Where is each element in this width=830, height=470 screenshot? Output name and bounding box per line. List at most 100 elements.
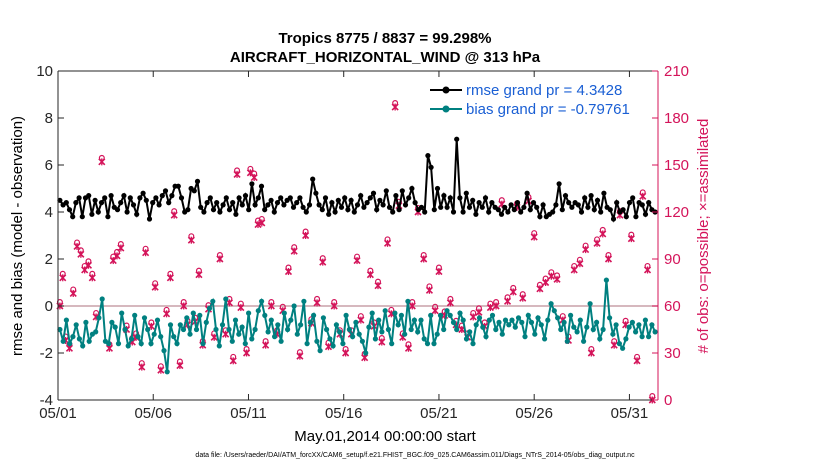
rmse-point: [454, 136, 460, 142]
bias-point: [620, 345, 626, 351]
rmse-point: [466, 204, 473, 210]
bias-point: [203, 319, 209, 325]
bias-point: [525, 312, 531, 318]
bias-point: [272, 334, 278, 340]
rmse-point: [124, 209, 130, 215]
obs-assimilated-marker: [469, 313, 477, 321]
rmse-point: [598, 209, 604, 215]
rmse-point: [508, 202, 514, 208]
rmse-point: [345, 207, 351, 213]
y-left-tick-label: -4: [40, 392, 53, 409]
obs-assimilated-marker: [166, 274, 174, 282]
rmse-point: [498, 211, 505, 217]
bias-point: [291, 303, 297, 309]
obs-assimilated-marker: [570, 266, 578, 274]
obs-assimilated-marker: [576, 260, 584, 268]
obs-assimilated-marker: [88, 274, 96, 282]
bias-point: [128, 336, 135, 342]
bias-point: [356, 331, 362, 337]
rmse-point: [639, 202, 645, 208]
obs-assimilated-marker: [243, 349, 251, 357]
bias-point: [607, 315, 613, 321]
rmse-point: [252, 202, 258, 208]
bias-point: [392, 310, 398, 316]
rmse-point: [406, 195, 412, 201]
rmse-point: [518, 209, 524, 215]
bias-point: [109, 319, 115, 325]
bias-point: [106, 341, 112, 347]
bias-point: [594, 319, 600, 325]
rmse-point: [175, 183, 181, 189]
obs-assimilated-marker: [492, 302, 500, 310]
bias-point: [483, 334, 489, 340]
rmse-point: [370, 190, 377, 196]
rmse-point: [89, 211, 95, 217]
rmse-point: [233, 211, 239, 217]
obs-assimilated-marker: [582, 246, 590, 254]
bias-point: [112, 324, 118, 330]
rmse-point: [191, 188, 197, 194]
x-tick-label: 05/26: [515, 405, 553, 422]
bias-point: [642, 317, 649, 323]
obs-assimilated-marker: [353, 257, 361, 265]
rmse-point: [623, 214, 629, 220]
bias-point: [57, 326, 63, 333]
bias-point: [535, 315, 541, 321]
x-axis-label: May.01,2014 00:00:00 start: [294, 428, 476, 445]
rmse-point: [473, 211, 479, 217]
rmse-point: [358, 193, 364, 199]
bias-point: [626, 324, 632, 330]
bias-point: [246, 310, 252, 316]
bias-point: [311, 312, 317, 318]
y-right-tick-label: 120: [664, 204, 689, 221]
bias-point: [385, 326, 391, 333]
bias-point: [389, 341, 395, 347]
rmse-point: [444, 204, 450, 210]
bias-point: [167, 322, 174, 328]
rmse-point: [476, 200, 482, 206]
obs-assimilated-marker: [366, 271, 374, 279]
bias-point: [359, 338, 365, 344]
rmse-point: [412, 200, 418, 206]
obs-assimilated-marker: [302, 231, 310, 240]
bias-point: [242, 341, 248, 347]
bias-point: [180, 326, 187, 333]
plot-area: [58, 71, 658, 400]
rmse-point: [486, 209, 492, 215]
rmse-point: [431, 207, 437, 213]
bias-point: [327, 336, 333, 342]
obs-assimilated-marker: [157, 366, 165, 374]
legend: rmse grand pr = 4.3428 bias grand pr = -…: [426, 78, 652, 122]
obs-assimilated-marker: [420, 255, 428, 263]
rmse-point: [630, 195, 636, 201]
bias-point: [616, 341, 623, 347]
rmse-point: [418, 204, 425, 210]
obs-assimilated-marker: [383, 239, 392, 247]
bias-point: [343, 312, 349, 318]
bias-point: [379, 329, 385, 335]
rmse-point: [214, 200, 220, 206]
bias-point: [415, 329, 421, 335]
rmse-point: [246, 207, 252, 213]
rmse-point: [150, 200, 156, 206]
obs-assimilated-marker: [475, 308, 483, 316]
rmse-point: [524, 190, 530, 196]
obs-assimilated-marker: [542, 278, 550, 287]
bias-point: [307, 319, 313, 325]
rmse-point: [364, 200, 370, 206]
obs-assimilated-marker: [503, 297, 512, 305]
y-right-tick-label: 210: [664, 63, 689, 80]
rmse-point: [428, 164, 434, 170]
obs-assimilated-marker: [408, 302, 416, 310]
rmse-point: [95, 209, 101, 215]
chart-title-line1: Tropics 8775 / 8837 = 99.298%: [278, 30, 491, 47]
obs-assimilated-marker: [237, 304, 245, 312]
obs-assimilated-marker: [98, 158, 106, 166]
rmse-point: [146, 216, 153, 222]
rmse-point: [162, 188, 169, 194]
rmse-point: [242, 193, 249, 199]
obs-assimilated-marker: [610, 341, 618, 349]
bias-point: [470, 341, 476, 347]
bias-point: [496, 319, 502, 325]
